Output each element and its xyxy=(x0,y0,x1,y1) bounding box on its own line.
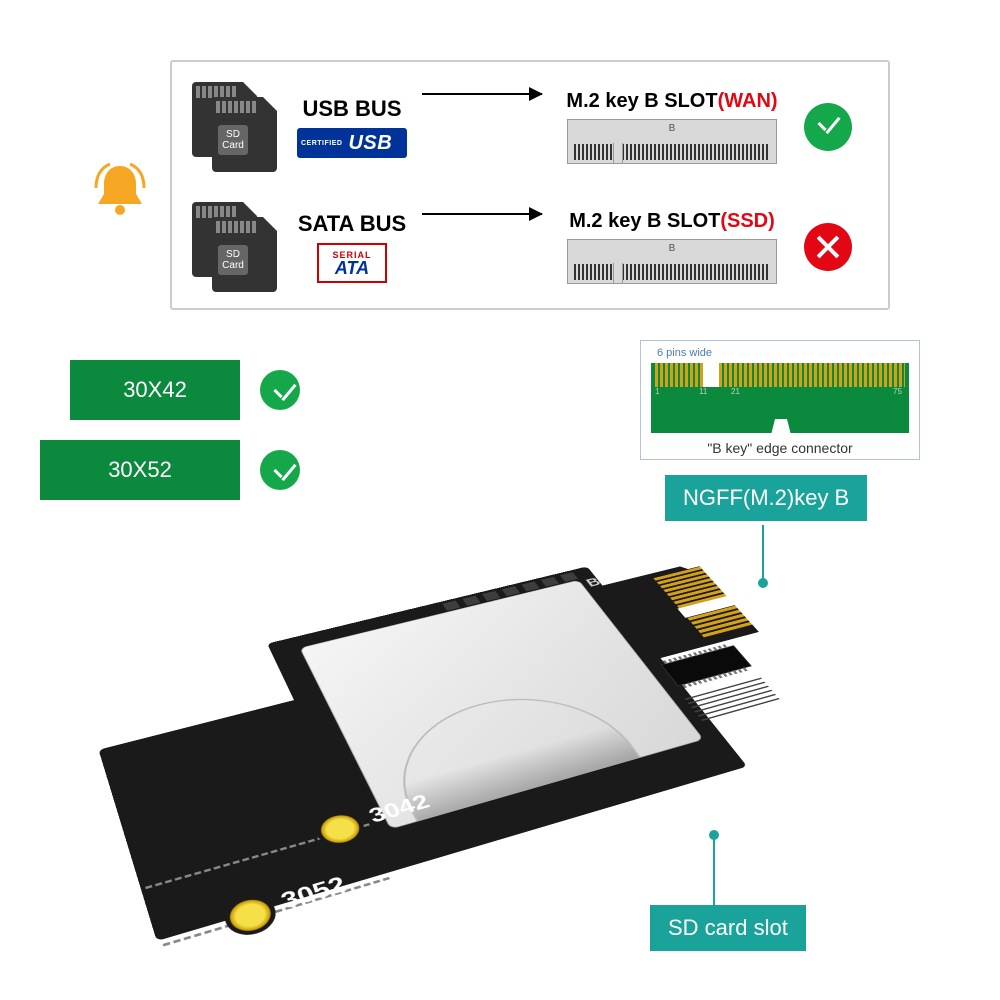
check-icon xyxy=(260,450,300,490)
usb-logo: CERTIFIED USB xyxy=(297,128,407,158)
status-ok-icon xyxy=(804,103,852,151)
slot-title: M.2 key B SLOT(SSD) xyxy=(569,210,775,233)
bkey-connector-diagram: 6 pins wide 1 11 21 75 "B key" edge conn… xyxy=(640,340,920,460)
size-badge-3042: 30X42 xyxy=(70,360,240,420)
leader-dot xyxy=(709,830,719,840)
ngff-label: NGFF(M.2)key B xyxy=(665,475,867,521)
slot-block-wan: M.2 key B SLOT(WAN) xyxy=(552,90,792,164)
sd-label: SD Card xyxy=(218,125,248,155)
bus-block-sata: SATA BUS SERIAL ATA xyxy=(282,211,422,283)
bus-block-usb: USB BUS CERTIFIED USB xyxy=(282,96,422,158)
sd-cards-icon: SD Card xyxy=(192,82,282,172)
bkey-caption: "B key" edge connector xyxy=(641,440,919,456)
leader-line xyxy=(762,525,764,580)
sata-logo: SERIAL ATA xyxy=(317,243,387,283)
compat-row-sata: SD Card SATA BUS SERIAL ATA M.2 key B SL… xyxy=(192,197,872,297)
compatibility-box: SD Card USB BUS CERTIFIED USB M.2 key B … xyxy=(170,60,890,310)
sd-cards-icon: SD Card xyxy=(192,202,282,292)
pins-wide-label: 6 pins wide xyxy=(657,347,712,359)
m2-slot-icon xyxy=(567,119,777,164)
leader-dot xyxy=(758,578,768,588)
compat-row-usb: SD Card USB BUS CERTIFIED USB M.2 key B … xyxy=(192,77,872,177)
slot-title: M.2 key B SLOT(WAN) xyxy=(566,90,777,113)
bus-label: USB BUS xyxy=(302,96,401,122)
slot-block-ssd: M.2 key B SLOT(SSD) xyxy=(552,210,792,284)
bus-label: SATA BUS xyxy=(298,211,406,237)
arrow-icon xyxy=(422,93,542,95)
sdslot-label: SD card slot xyxy=(650,905,806,951)
status-no-icon xyxy=(804,223,852,271)
size-badge-3052: 30X52 xyxy=(40,440,240,500)
arrow-icon xyxy=(422,213,542,215)
leader-line xyxy=(713,835,715,905)
bell-icon xyxy=(90,160,150,220)
m2-slot-icon xyxy=(567,239,777,284)
sd-label: SD Card xyxy=(218,245,248,275)
check-icon xyxy=(260,370,300,410)
